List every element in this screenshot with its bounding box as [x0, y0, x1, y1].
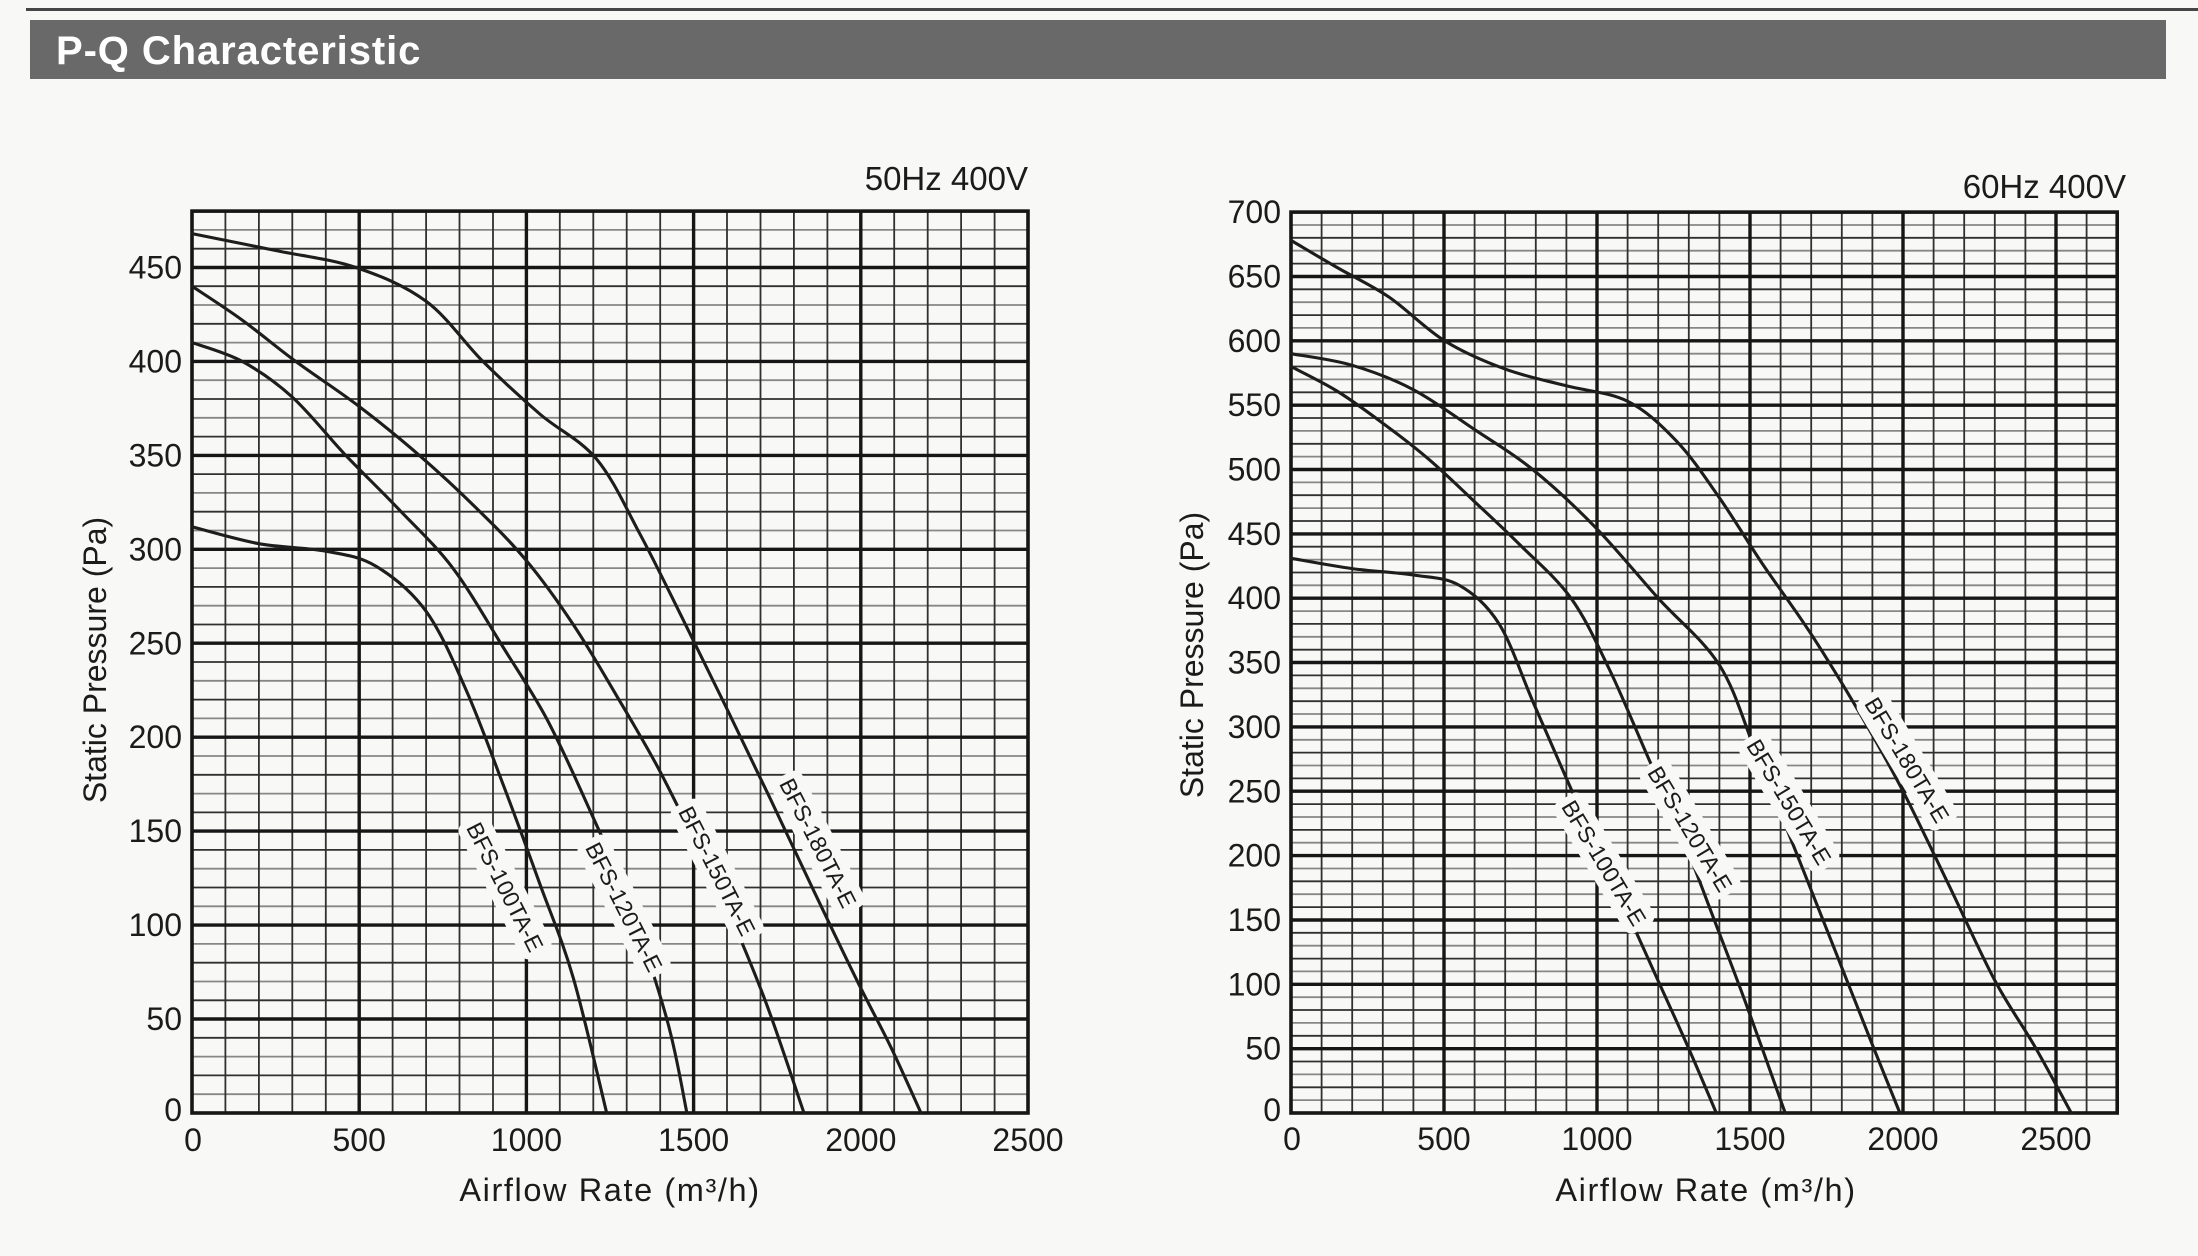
svg-text:650: 650 [1228, 258, 1281, 294]
svg-text:600: 600 [1228, 323, 1281, 359]
svg-text:0: 0 [184, 1122, 202, 1158]
svg-text:250: 250 [129, 625, 182, 661]
svg-text:1000: 1000 [491, 1122, 562, 1158]
svg-text:Static Pressure (Pa): Static Pressure (Pa) [77, 517, 113, 803]
svg-text:50Hz 400V: 50Hz 400V [865, 160, 1028, 197]
svg-text:150: 150 [129, 813, 182, 849]
svg-text:Static Pressure (Pa): Static Pressure (Pa) [1174, 512, 1210, 798]
svg-text:60Hz 400V: 60Hz 400V [1963, 168, 2126, 205]
svg-text:700: 700 [1228, 194, 1281, 230]
svg-text:BFS-150TA-E: BFS-150TA-E [673, 802, 760, 940]
svg-text:550: 550 [1228, 387, 1281, 423]
svg-text:50: 50 [146, 1001, 182, 1037]
svg-text:2000: 2000 [825, 1122, 896, 1158]
svg-text:0: 0 [1283, 1121, 1301, 1157]
svg-text:P-Q Characteristic: P-Q Characteristic [56, 29, 421, 73]
svg-text:450: 450 [1228, 516, 1281, 552]
svg-text:1500: 1500 [658, 1122, 729, 1158]
svg-text:450: 450 [129, 249, 182, 285]
svg-text:0: 0 [164, 1092, 182, 1128]
svg-text:200: 200 [1228, 838, 1281, 874]
svg-text:BFS-180TA-E: BFS-180TA-E [774, 774, 861, 912]
svg-text:1500: 1500 [1714, 1121, 1785, 1157]
svg-text:200: 200 [129, 719, 182, 755]
svg-text:2000: 2000 [1867, 1121, 1938, 1157]
svg-text:250: 250 [1228, 773, 1281, 809]
svg-text:50: 50 [1245, 1031, 1281, 1067]
svg-text:100: 100 [129, 907, 182, 943]
svg-text:Airflow Rate (m³/h): Airflow Rate (m³/h) [1555, 1172, 1856, 1208]
svg-text:350: 350 [129, 437, 182, 473]
svg-text:Airflow Rate (m³/h): Airflow Rate (m³/h) [459, 1172, 760, 1208]
svg-text:0: 0 [1263, 1092, 1281, 1128]
svg-text:400: 400 [129, 343, 182, 379]
svg-text:2500: 2500 [992, 1122, 1063, 1158]
svg-text:1000: 1000 [1561, 1121, 1632, 1157]
svg-text:BFS-180TA-E: BFS-180TA-E [1859, 693, 1954, 828]
svg-text:BFS-100TA-E: BFS-100TA-E [1556, 796, 1651, 931]
svg-text:300: 300 [129, 531, 182, 567]
svg-text:350: 350 [1228, 645, 1281, 681]
svg-text:BFS-150TA-E: BFS-150TA-E [1741, 735, 1836, 870]
svg-text:500: 500 [333, 1122, 386, 1158]
svg-text:500: 500 [1417, 1121, 1470, 1157]
svg-text:150: 150 [1228, 902, 1281, 938]
svg-text:300: 300 [1228, 709, 1281, 745]
svg-text:400: 400 [1228, 580, 1281, 616]
svg-text:100: 100 [1228, 966, 1281, 1002]
svg-text:500: 500 [1228, 452, 1281, 488]
svg-text:2500: 2500 [2020, 1121, 2091, 1157]
